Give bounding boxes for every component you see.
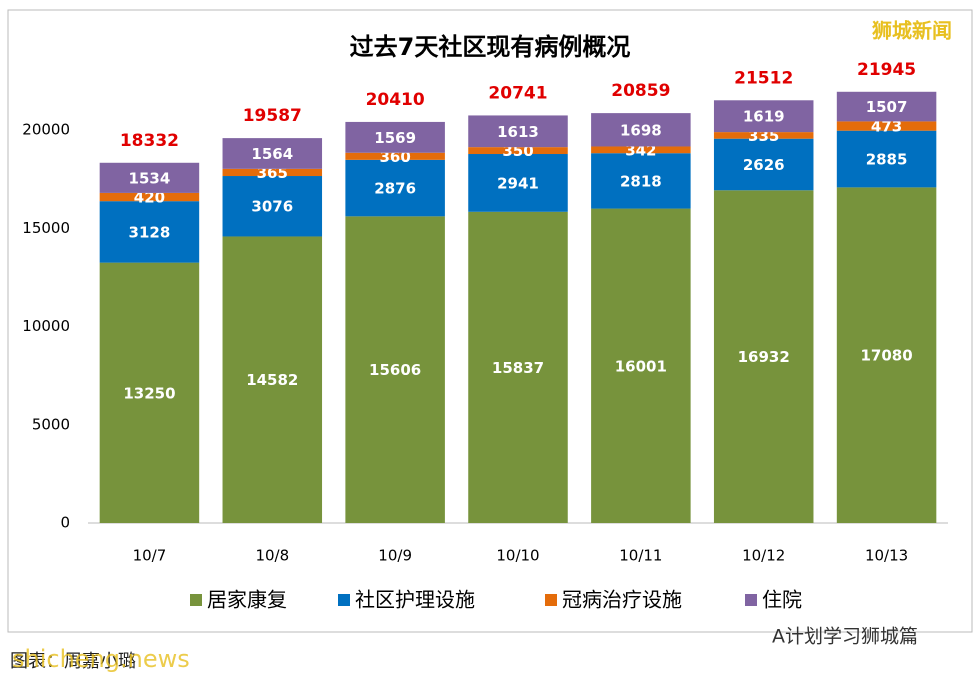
data-label: 16932 bbox=[738, 348, 790, 366]
legend-label: 居家康复 bbox=[207, 588, 287, 612]
legend-label: 住院 bbox=[762, 588, 802, 612]
x-tick-label: 10/7 bbox=[133, 547, 167, 565]
data-label: 3128 bbox=[129, 223, 171, 241]
legend-swatch bbox=[745, 594, 757, 606]
data-label: 14582 bbox=[246, 371, 298, 389]
data-label: 420 bbox=[134, 189, 165, 207]
brand-watermark: 狮城新闻 bbox=[872, 19, 952, 43]
bar-segment bbox=[591, 113, 691, 147]
data-label: 1698 bbox=[620, 121, 662, 139]
bar-segment bbox=[836, 187, 937, 524]
legend-label: 社区护理设施 bbox=[355, 588, 475, 612]
total-label: 20410 bbox=[366, 90, 425, 110]
x-tick-label: 10/10 bbox=[496, 547, 539, 565]
legend-swatch bbox=[190, 594, 202, 606]
y-tick-label: 15000 bbox=[22, 219, 70, 237]
x-tick-label: 10/11 bbox=[619, 547, 662, 565]
x-tick-label: 10/8 bbox=[255, 547, 289, 565]
data-label: 473 bbox=[871, 118, 902, 136]
source-text: 图表：周嘉小璐 bbox=[10, 651, 136, 672]
total-label: 21512 bbox=[734, 68, 793, 88]
bar-segment bbox=[713, 190, 814, 523]
site-watermark: shicheng.news bbox=[12, 645, 190, 673]
bar-segment bbox=[222, 168, 323, 177]
bar-segment bbox=[99, 192, 200, 202]
bar-segment bbox=[345, 152, 445, 160]
total-label: 19587 bbox=[243, 106, 302, 126]
data-label: 15837 bbox=[492, 359, 544, 377]
data-label: 13250 bbox=[123, 384, 175, 402]
chart-title: 过去7天社区现有病例概况 bbox=[350, 33, 631, 61]
data-label: 2818 bbox=[620, 172, 662, 190]
legend-swatch bbox=[545, 594, 557, 606]
bar-segment bbox=[468, 147, 568, 155]
data-label: 17080 bbox=[860, 347, 912, 365]
data-label: 2885 bbox=[866, 151, 908, 169]
x-tick-label: 10/13 bbox=[865, 547, 908, 565]
data-label: 1564 bbox=[251, 145, 293, 163]
bar-segment bbox=[345, 159, 445, 217]
total-label: 20859 bbox=[611, 81, 670, 101]
bar-segment bbox=[468, 154, 568, 212]
bar-segment bbox=[836, 130, 937, 188]
bar-segment bbox=[222, 176, 323, 237]
data-label: 1613 bbox=[497, 123, 539, 141]
data-label: 15606 bbox=[369, 361, 421, 379]
bar-segment bbox=[713, 100, 814, 133]
total-label: 20741 bbox=[488, 83, 547, 103]
data-label: 2941 bbox=[497, 174, 539, 192]
data-label: 16001 bbox=[615, 357, 667, 375]
bar-segment bbox=[345, 121, 445, 153]
bar-segment bbox=[345, 216, 445, 523]
x-tick-label: 10/12 bbox=[742, 547, 785, 565]
bar-segment bbox=[713, 132, 814, 139]
bar-segment bbox=[591, 153, 691, 209]
bar-segment bbox=[468, 211, 568, 523]
bar-segment bbox=[99, 162, 200, 193]
total-label: 21945 bbox=[857, 60, 916, 80]
bar-segment bbox=[591, 208, 691, 523]
x-tick-label: 10/9 bbox=[378, 547, 412, 565]
data-label: 2626 bbox=[743, 156, 785, 174]
bar-segment bbox=[836, 91, 937, 122]
bar-segment bbox=[99, 262, 200, 523]
bar-segment bbox=[836, 121, 937, 131]
y-tick-label: 5000 bbox=[32, 415, 70, 433]
data-label: 1507 bbox=[866, 98, 908, 116]
legend-swatch bbox=[338, 594, 350, 606]
bar-segment bbox=[591, 146, 691, 154]
y-tick-label: 10000 bbox=[22, 317, 70, 335]
bar-segment bbox=[468, 115, 568, 148]
y-tick-label: 0 bbox=[60, 514, 70, 532]
data-label: 3076 bbox=[251, 198, 293, 216]
account-watermark: A计划学习狮城篇 bbox=[772, 626, 918, 648]
legend-label: 冠病治疗设施 bbox=[562, 588, 682, 612]
y-tick-label: 20000 bbox=[22, 121, 70, 139]
bar-segment bbox=[99, 201, 200, 263]
total-label: 18332 bbox=[120, 131, 179, 151]
data-label: 1569 bbox=[374, 129, 416, 147]
data-label: 2876 bbox=[374, 180, 416, 198]
data-label: 1534 bbox=[129, 169, 171, 187]
bar-segment bbox=[222, 138, 323, 169]
data-label: 1619 bbox=[743, 108, 785, 126]
bar-segment bbox=[222, 236, 323, 524]
bar-segment bbox=[713, 138, 814, 191]
